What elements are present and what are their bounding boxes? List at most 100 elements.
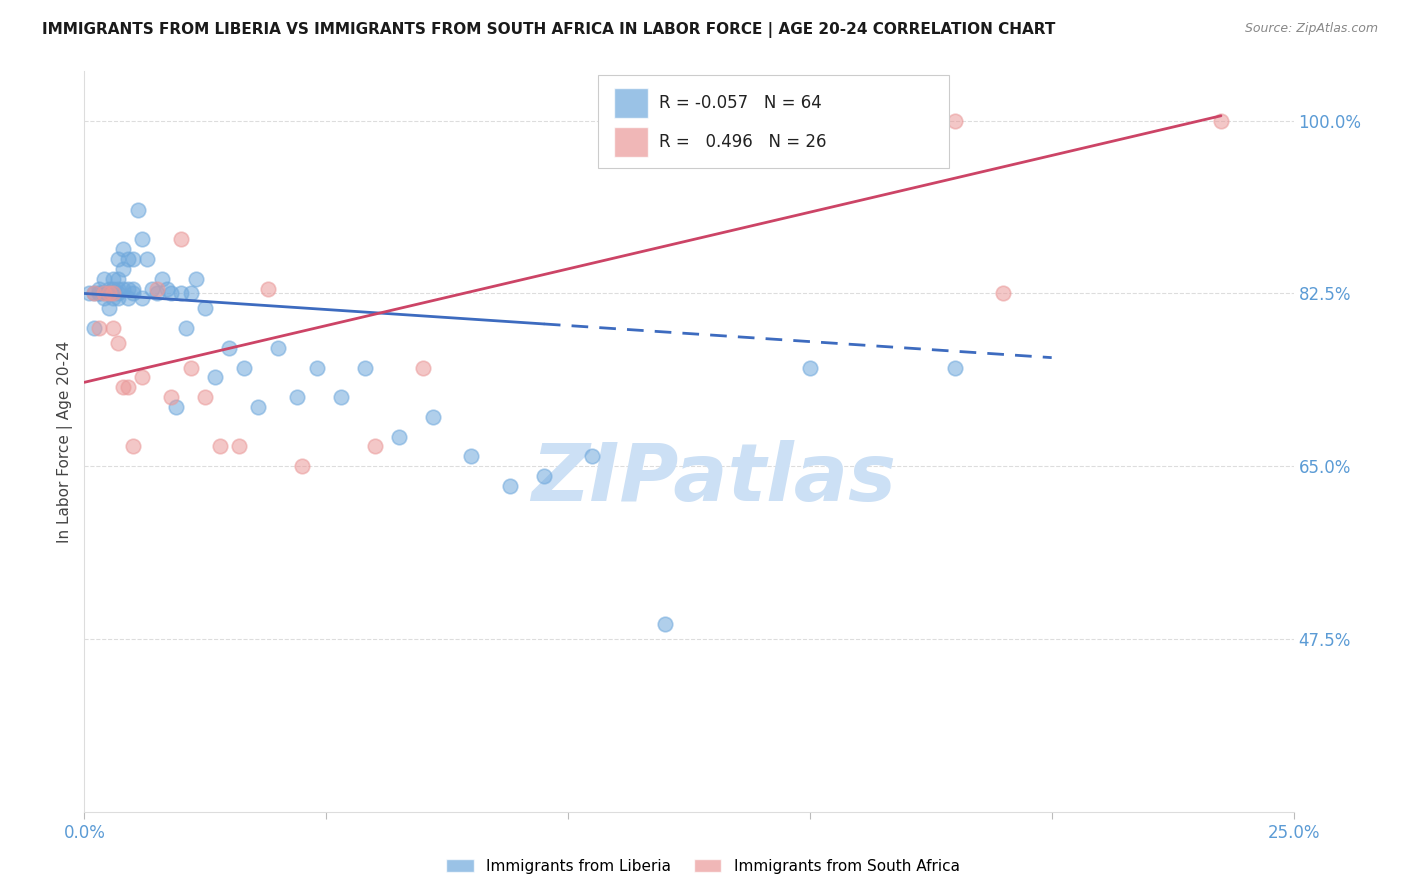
Text: ZIPatlas: ZIPatlas	[530, 440, 896, 517]
Point	[83, 321, 105, 335]
Point	[121, 252, 143, 266]
Point	[329, 390, 352, 404]
Point	[160, 390, 183, 404]
Point	[150, 271, 173, 285]
Point	[208, 440, 231, 454]
Point	[146, 286, 169, 301]
Point	[103, 271, 125, 285]
Point	[107, 281, 129, 295]
Point	[87, 286, 110, 301]
Point	[107, 271, 129, 285]
Point	[422, 409, 444, 424]
Point	[87, 321, 110, 335]
Point	[117, 281, 139, 295]
Point	[141, 281, 163, 295]
Point	[107, 335, 129, 350]
Point	[117, 292, 139, 306]
Point	[93, 286, 115, 301]
Point	[155, 281, 177, 295]
Point	[146, 281, 169, 295]
Point	[107, 286, 129, 301]
Text: R =   0.496   N = 26: R = 0.496 N = 26	[659, 133, 827, 151]
Point	[823, 144, 845, 158]
Point	[117, 252, 139, 266]
Point	[170, 286, 193, 301]
Point	[121, 440, 143, 454]
Text: IMMIGRANTS FROM LIBERIA VS IMMIGRANTS FROM SOUTH AFRICA IN LABOR FORCE | AGE 20-: IMMIGRANTS FROM LIBERIA VS IMMIGRANTS FR…	[42, 22, 1056, 38]
Point	[127, 202, 149, 217]
Point	[233, 360, 256, 375]
Point	[184, 271, 207, 285]
Point	[97, 286, 120, 301]
Point	[97, 301, 120, 316]
Point	[354, 360, 377, 375]
Point	[267, 341, 290, 355]
Point	[170, 232, 193, 246]
Point	[97, 286, 120, 301]
Point	[107, 292, 129, 306]
Point	[103, 321, 125, 335]
Point	[363, 440, 385, 454]
Point	[131, 292, 153, 306]
Point	[291, 459, 314, 474]
Point	[165, 400, 187, 414]
Point	[97, 286, 120, 301]
Point	[305, 360, 328, 375]
Point	[121, 281, 143, 295]
Point	[77, 286, 100, 301]
Point	[93, 292, 115, 306]
Point	[204, 370, 226, 384]
Point	[228, 440, 250, 454]
Point	[93, 271, 115, 285]
Point	[112, 281, 135, 295]
Point	[107, 252, 129, 266]
Point	[943, 113, 966, 128]
Point	[131, 232, 153, 246]
Point	[97, 281, 120, 295]
Point	[194, 390, 217, 404]
Point	[112, 242, 135, 256]
Point	[581, 450, 603, 464]
Point	[103, 292, 125, 306]
Y-axis label: In Labor Force | Age 20-24: In Labor Force | Age 20-24	[58, 341, 73, 542]
FancyBboxPatch shape	[614, 127, 648, 156]
Point	[93, 286, 115, 301]
FancyBboxPatch shape	[599, 75, 949, 168]
Point	[799, 360, 821, 375]
Point	[247, 400, 270, 414]
Point	[218, 341, 240, 355]
Point	[103, 281, 125, 295]
Point	[388, 429, 411, 443]
Point	[180, 286, 202, 301]
Point	[174, 321, 197, 335]
Point	[1209, 113, 1232, 128]
Point	[83, 286, 105, 301]
Point	[136, 252, 159, 266]
Point	[112, 380, 135, 394]
Point	[103, 286, 125, 301]
Point	[285, 390, 308, 404]
Point	[87, 281, 110, 295]
Point	[87, 286, 110, 301]
Point	[117, 380, 139, 394]
Point	[993, 286, 1015, 301]
Point	[103, 286, 125, 301]
Point	[943, 360, 966, 375]
Point	[121, 286, 143, 301]
Text: R = -0.057   N = 64: R = -0.057 N = 64	[659, 95, 821, 112]
Point	[83, 286, 105, 301]
Legend: Immigrants from Liberia, Immigrants from South Africa: Immigrants from Liberia, Immigrants from…	[440, 853, 966, 880]
Point	[654, 617, 676, 632]
Point	[180, 360, 202, 375]
Point	[160, 286, 183, 301]
Point	[460, 450, 482, 464]
Text: Source: ZipAtlas.com: Source: ZipAtlas.com	[1244, 22, 1378, 36]
Point	[499, 479, 522, 493]
Point	[412, 360, 434, 375]
FancyBboxPatch shape	[614, 88, 648, 118]
Point	[257, 281, 280, 295]
Point	[112, 261, 135, 276]
Point	[533, 469, 555, 483]
Point	[194, 301, 217, 316]
Point	[131, 370, 153, 384]
